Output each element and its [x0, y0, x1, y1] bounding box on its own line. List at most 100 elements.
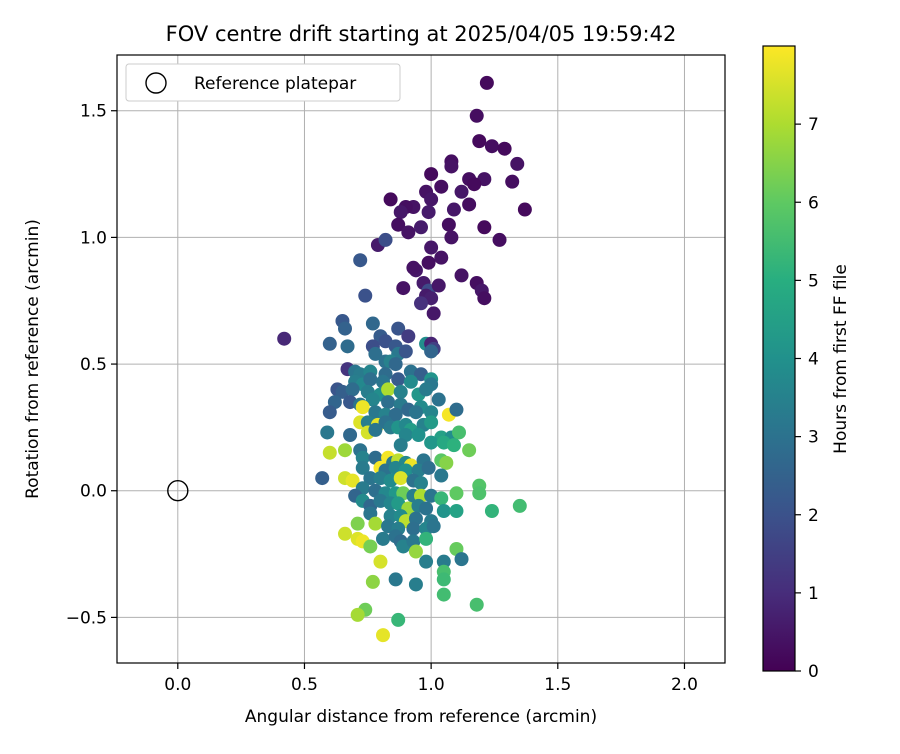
scatter-point [355, 450, 370, 465]
scatter-point [421, 255, 436, 270]
scatter-point [277, 331, 292, 346]
scatter-point [419, 531, 434, 546]
scatter-point [322, 405, 337, 420]
scatter-point [350, 516, 365, 531]
y-axis-ticks: −0.5 0.0 0.5 1.0 1.5 [66, 102, 117, 628]
scatter-point [492, 232, 507, 247]
scatter-point [449, 504, 464, 518]
plot-frame [116, 54, 726, 664]
scatter-point [424, 435, 439, 450]
colorbar-gradient [762, 45, 796, 672]
scatter-points [277, 75, 532, 643]
scatter-point [391, 321, 406, 336]
scatter-point [345, 382, 360, 397]
scatter-point [322, 336, 337, 351]
scatter-point [424, 405, 439, 420]
legend-entry-reference: Reference platepar [194, 74, 356, 94]
scatter-point [393, 205, 408, 220]
scatter-point [363, 539, 378, 554]
scatter-point [381, 382, 396, 397]
scatter-point [434, 179, 449, 194]
scatter-point [408, 405, 423, 420]
scatter-point [401, 225, 416, 240]
y-axis-label: Rotation from reference (arcmin) [23, 219, 43, 499]
scatter-point [436, 554, 451, 569]
scatter-point [406, 260, 421, 275]
scatter-point [505, 174, 520, 189]
x-tick-label: 0.5 [291, 675, 318, 695]
scatter-point [454, 184, 469, 199]
scatter-point [381, 395, 396, 410]
y-tick-label: −0.5 [66, 608, 107, 628]
scatter-point [406, 521, 421, 536]
scatter-point [365, 574, 380, 589]
scatter-point [424, 192, 439, 207]
scatter-point [462, 443, 477, 458]
scatter-point [441, 217, 456, 232]
scatter-point [343, 428, 358, 442]
scatter-point [477, 220, 492, 235]
colorbar-tick-label: 6 [808, 193, 819, 213]
scatter-point [454, 552, 469, 567]
scatter-point [315, 471, 330, 486]
x-axis-label: Angular distance from reference (arcmin) [245, 707, 597, 727]
legend: Reference platepar [125, 63, 401, 102]
scatter-point [353, 253, 368, 268]
scatter-point [376, 628, 390, 643]
scatter-point [401, 329, 416, 344]
scatter-point [393, 438, 408, 453]
scatter-point [467, 177, 482, 192]
colorbar-tick-label: 1 [808, 584, 819, 604]
colorbar-tick-label: 3 [808, 428, 819, 448]
scatter-point [426, 306, 441, 321]
scatter-point [393, 471, 408, 486]
scatter-point [424, 415, 439, 430]
scatter-point [434, 468, 449, 483]
scatter-point [431, 278, 446, 293]
scatter-point [411, 428, 426, 442]
x-axis-ticks: 0.0 0.5 1.0 1.5 2.0 [164, 663, 698, 695]
scatter-point [403, 374, 418, 389]
scatter-point [398, 344, 413, 359]
scatter-point [436, 504, 451, 518]
scatter-point [393, 384, 408, 399]
scatter-point [355, 400, 370, 415]
scatter-point [446, 202, 461, 217]
scatter-point [383, 192, 398, 207]
scatter-point [446, 438, 461, 453]
scatter-point [355, 460, 370, 475]
legend-box [125, 63, 401, 102]
x-tick-label: 2.0 [671, 675, 698, 695]
scatter-point [436, 587, 451, 602]
scatter-point [517, 202, 532, 217]
scatter-point [320, 425, 335, 440]
x-tick-label: 0.0 [164, 675, 191, 695]
colorbar: 0 1 2 3 4 5 6 7 Hours from first FF file [762, 45, 851, 682]
colorbar-ticks: 0 1 2 3 4 5 6 7 [795, 115, 819, 682]
scatter-point [419, 501, 434, 516]
scatter-point [388, 357, 403, 372]
scatter-point [419, 382, 434, 397]
scatter-point [408, 577, 423, 592]
scatter-point [469, 108, 484, 123]
scatter-point [439, 455, 454, 470]
scatter-point [345, 473, 360, 488]
legend-marker-reference [145, 72, 167, 94]
scatter-point [431, 392, 446, 407]
scatter-point [444, 230, 459, 245]
scatter-point [424, 167, 439, 182]
scatter-point [391, 612, 406, 627]
scatter-point [350, 607, 365, 622]
colorbar-label: Hours from first FF file [831, 264, 851, 454]
scatter-point [472, 486, 487, 501]
colorbar-tick-label: 7 [808, 115, 819, 135]
scatter-point [365, 316, 380, 331]
scatter-point [365, 392, 380, 407]
scatter-point [391, 217, 406, 232]
scatter-point [368, 346, 383, 361]
scatter-point [434, 250, 449, 265]
scatter-point [408, 544, 423, 559]
chart-title: FOV centre drift starting at 2025/04/05 … [166, 22, 677, 46]
